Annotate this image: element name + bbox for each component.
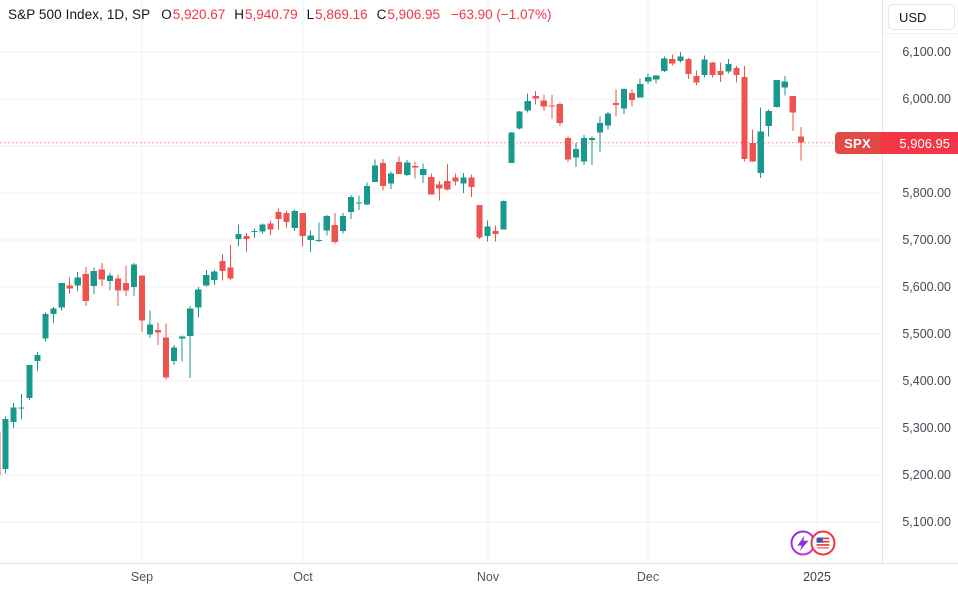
price-axis-label: 6,000.00 [902, 92, 951, 106]
price-axis-label: 6,100.00 [902, 45, 951, 59]
time-axis-label: Nov [476, 570, 500, 584]
price-axis-label: 5,500.00 [902, 327, 951, 341]
ohlc-l-value: L5,869.16 [306, 7, 368, 22]
price-change: −63.90 (−1.07%) [450, 7, 552, 22]
price-axis-label: 5,400.00 [902, 374, 951, 388]
last-price-tag: SPX 5,906.95 [835, 132, 958, 154]
price-axis-label: 5,200.00 [902, 468, 951, 482]
ohlc-o-value: O5,920.67 [161, 7, 226, 22]
time-axis[interactable]: Sep Oct Nov Dec 2025 [0, 563, 958, 593]
lightning-bolt-icon [797, 535, 809, 551]
provider-badges[interactable] [790, 530, 836, 556]
vertical-gridlines [141, 0, 818, 563]
time-axis-label: Oct [293, 570, 313, 584]
time-axis-label: Dec [636, 570, 660, 584]
symbol-title[interactable]: S&P 500 Index, 1D, SP [8, 7, 151, 22]
price-axis-label: 5,800.00 [902, 186, 951, 200]
candlestick-series[interactable] [0, 52, 804, 477]
symbol-legend: S&P 500 Index, 1D, SP O5,920.67 H5,940.79… [8, 7, 552, 22]
axis-separator [883, 33, 958, 34]
us-flag-badge[interactable] [810, 530, 836, 556]
time-axis-label: Sep [130, 570, 154, 584]
ohlc-values: O5,920.67 H5,940.79 L5,869.16 C5,906.95 [161, 7, 440, 22]
ohlc-h-value: H5,940.79 [234, 7, 298, 22]
price-axis[interactable]: USD 6,100.00 6,000.00 5,800.00 5,700.00 5,60… [882, 0, 958, 563]
us-flag-icon [816, 537, 830, 549]
ohlc-c-value: C5,906.95 [376, 7, 440, 22]
price-axis-label: 5,100.00 [902, 515, 951, 529]
price-axis-label: 5,700.00 [902, 233, 951, 247]
price-axis-label: 5,300.00 [902, 421, 951, 435]
price-axis-label: 5,600.00 [902, 280, 951, 294]
currency-toggle-button[interactable]: USD [888, 4, 955, 30]
time-axis-label: 2025 [803, 570, 831, 584]
price-tag-value: 5,906.95 [880, 132, 958, 154]
price-tag-symbol: SPX [835, 132, 880, 154]
